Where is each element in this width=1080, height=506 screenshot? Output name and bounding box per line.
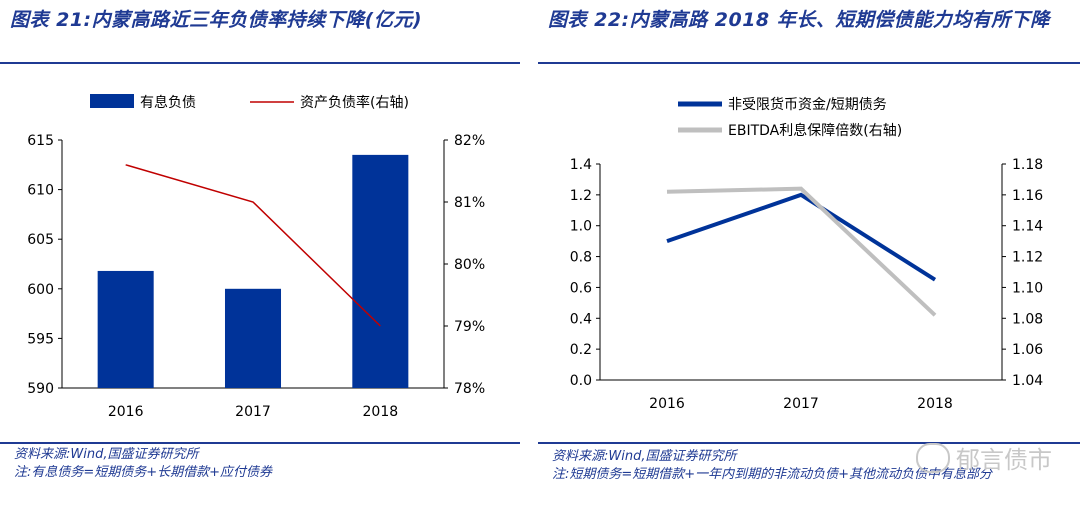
chart1-legend-label-0: 有息负债 <box>140 94 196 111</box>
right-chart: 0.0 0.2 0.4 0.6 0.8 1.0 1.2 1.4 1.04 1.06 1.08 1.10… <box>570 96 1044 412</box>
chart2-ytick-label: 1.0 <box>570 219 592 235</box>
chart1-y2tick-label: 80% <box>454 257 485 273</box>
chart1-xtick-label: 2017 <box>235 404 271 420</box>
chart2-ytick-label: 1.4 <box>570 157 592 173</box>
chart2-ytick-label: 0.6 <box>570 280 592 296</box>
right-top-rule <box>538 62 1080 64</box>
chart1-ytick-label: 605 <box>27 232 54 248</box>
chart2-series-line-1 <box>666 186 937 317</box>
chart2-ytick-label: 0.8 <box>570 250 592 266</box>
wechat-icon <box>916 442 950 473</box>
chart1-bar-2017 <box>224 288 282 388</box>
chart1-ytick-label: 595 <box>27 331 54 347</box>
left-chart: 590 595 600 605 610 615 78% 79% 80% 81% 82% 2016 201… <box>27 94 485 420</box>
chart1-y2tick-label: 78% <box>454 381 485 397</box>
left-chart-title: 图表 21:内蒙高路近三年负债率持续下降(亿元) <box>10 9 423 31</box>
chart2-y2tick-label: 1.14 <box>1012 219 1043 235</box>
chart2-series-line-0 <box>666 192 937 282</box>
chart1-y2tick-label: 82% <box>454 133 485 149</box>
chart1-legend-swatch-0 <box>90 94 134 108</box>
watermark-text: 郁言债市 <box>956 446 1052 474</box>
chart1-y2tick-label: 79% <box>454 319 485 335</box>
chart1-bar-2016 <box>97 270 154 388</box>
chart2-y2tick-label: 1.18 <box>1012 157 1043 173</box>
chart1-ytick-label: 610 <box>27 183 54 199</box>
chart2-ytick-label: 1.2 <box>570 188 592 204</box>
chart2-legend-label-1: EBITDA利息保障倍数(右轴) <box>728 122 902 139</box>
chart1-xtick-label: 2016 <box>108 404 144 420</box>
left-footnote: 注:有息债务=短期债务+长期借款+应付债券 <box>14 465 273 480</box>
chart2-y2tick-label: 1.06 <box>1012 342 1043 358</box>
watermark: 郁言债市 <box>916 440 1052 475</box>
right-chart-title: 图表 22:内蒙高路 2018 年长、短期偿债能力均有所下降 <box>548 9 1050 31</box>
chart1-series-line-1 <box>125 164 381 327</box>
chart2-ytick-label: 0.4 <box>570 311 592 327</box>
chart1-xtick-label: 2018 <box>363 404 399 420</box>
chart1-ytick-label: 615 <box>27 133 54 149</box>
right-panel: 图表 22:内蒙高路 2018 年长、短期偿债能力均有所下降 0.0 0.2 0.4… <box>538 0 1080 506</box>
chart2-y2tick-label: 1.12 <box>1012 250 1043 266</box>
chart2-y2tick-label: 1.10 <box>1012 280 1043 296</box>
left-bottom-rule <box>0 442 520 444</box>
chart1-bar-2018 <box>352 154 409 388</box>
right-footnote: 注:短期债务=短期借款+一年内到期的非流动负债+其他流动负债中有息部分 <box>552 467 993 482</box>
right-source-note: 资料来源:Wind,国盛证券研究所 <box>552 449 737 464</box>
chart2-xtick-label: 2018 <box>917 396 953 412</box>
chart2-xtick-label: 2016 <box>649 396 685 412</box>
chart2-ytick-label: 0.2 <box>570 342 592 358</box>
left-source-note: 资料来源:Wind,国盛证券研究所 <box>14 447 199 462</box>
chart2-y2tick-label: 1.08 <box>1012 311 1043 327</box>
chart1-ytick-label: 590 <box>27 381 54 397</box>
chart2-y2tick-label: 1.04 <box>1012 373 1043 389</box>
chart2-y2tick-label: 1.16 <box>1012 188 1043 204</box>
chart1-y2tick-label: 81% <box>454 195 485 211</box>
left-panel: 图表 21:内蒙高路近三年负债率持续下降(亿元) 590 595 600 605 610… <box>0 0 520 506</box>
chart1-legend-label-1: 资产负债率(右轴) <box>300 94 409 111</box>
chart2-xtick-label: 2017 <box>783 396 819 412</box>
left-top-rule <box>0 62 520 64</box>
right-bottom-rule <box>538 442 1080 444</box>
chart2-legend-label-0: 非受限货币资金/短期债务 <box>728 96 887 113</box>
chart2-ytick-label: 0.0 <box>570 373 592 389</box>
chart1-ytick-label: 600 <box>27 282 54 298</box>
